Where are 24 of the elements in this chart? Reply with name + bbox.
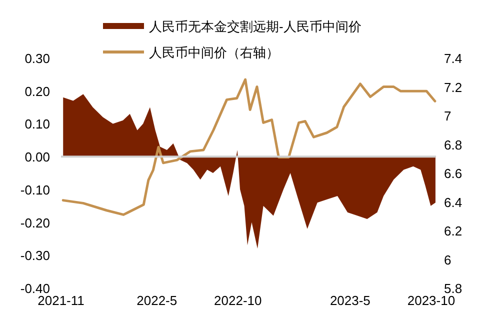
y-tick-label: -0.10 [20, 182, 50, 198]
y2-tick-label: 7.4 [444, 51, 462, 66]
y-tick-label: 0.30 [24, 51, 50, 66]
x-tick-label: 2023-10 [407, 293, 456, 308]
x-tick-label: 2021-11 [38, 293, 84, 308]
x-tick-label: 2022-5 [136, 293, 178, 308]
y2-tick-label: 6.4 [444, 194, 462, 210]
legend-label: 人民币中间价（右轴） [149, 45, 279, 60]
y2-tick-label: 6 [444, 252, 452, 268]
y2-tick-label: 6.6 [444, 166, 462, 181]
y-tick-label: 0.20 [24, 84, 50, 99]
y-tick-label: -0.30 [20, 248, 50, 264]
y2-tick-label: 7 [444, 108, 452, 124]
y-tick-label: -0.40 [20, 281, 50, 296]
y-tick-label: 0.10 [24, 116, 50, 132]
y-tick-label: 0.00 [24, 150, 50, 165]
x-tick-label: 2022-10 [214, 293, 262, 308]
legend-label: 人民币无本金交割远期-人民币中间价 [149, 19, 362, 34]
y2-tick-label: 6.8 [444, 137, 462, 152]
y2-tick-label: 7.2 [444, 80, 462, 95]
y-tick-label: -0.20 [20, 215, 50, 230]
x-tick-label: 2023-5 [330, 293, 370, 308]
y2-tick-label: 5.8 [444, 281, 462, 296]
y2-tick-label: 6.2 [444, 224, 462, 238]
